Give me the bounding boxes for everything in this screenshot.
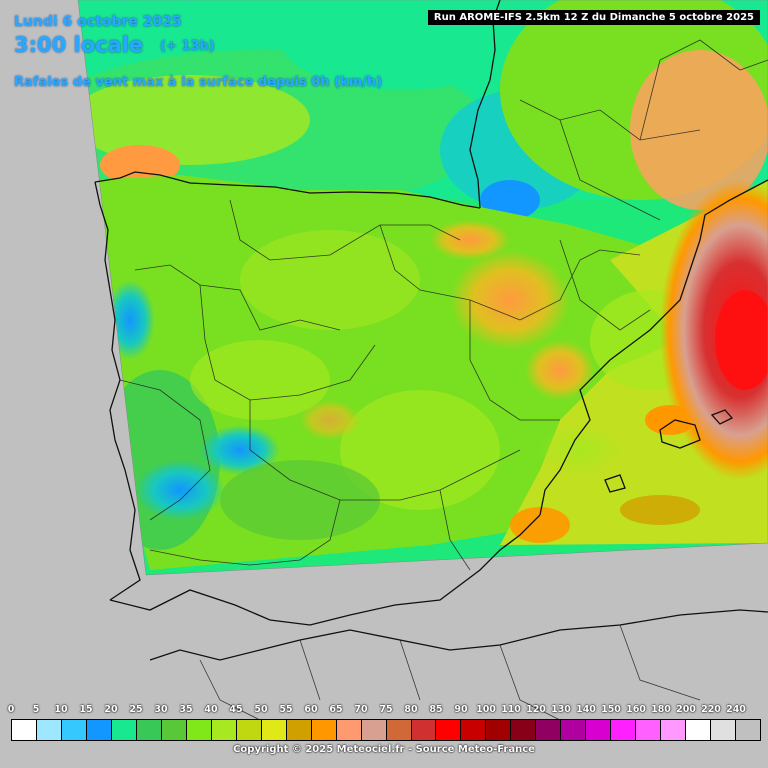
legend-tick-label: 35 [179, 704, 193, 715]
legend-bar [11, 719, 761, 741]
legend-swatch [661, 720, 687, 740]
legend-swatch [12, 720, 37, 740]
legend-tick-label: 160 [626, 704, 646, 715]
legend-swatch [511, 720, 537, 740]
legend-tick-label: 30 [154, 704, 168, 715]
legend-tick-label: 5 [32, 704, 40, 715]
legend-tick-label: 120 [526, 704, 546, 715]
map-subtitle: Rafales de vent max à la surface depuis … [14, 75, 383, 90]
copyright-text: Copyright © 2025 Meteociel.fr - Source M… [233, 744, 535, 755]
legend-tick-label: 15 [79, 704, 93, 715]
legend-swatch [686, 720, 712, 740]
legend-tick-label: 150 [601, 704, 621, 715]
forecast-date: Lundi 6 octobre 2025 [14, 14, 182, 30]
legend-tick-label: 110 [501, 704, 521, 715]
legend-swatch [586, 720, 612, 740]
legend-swatch [236, 720, 262, 740]
legend-tick-label: 20 [104, 704, 118, 715]
legend-tick-label: 75 [379, 704, 393, 715]
legend-tick-label: 140 [576, 704, 596, 715]
legend-tick-label: 85 [429, 704, 443, 715]
legend-tick-label: 200 [676, 704, 696, 715]
legend-swatch [611, 720, 637, 740]
legend-swatch [536, 720, 562, 740]
legend-tick-label: 90 [454, 704, 468, 715]
legend-swatch [261, 720, 287, 740]
legend-tick-label: 10 [54, 704, 68, 715]
legend-tick-label: 240 [726, 704, 746, 715]
region-borders [119, 39, 768, 721]
legend-tick-label: 50 [254, 704, 268, 715]
coastlines [94, 0, 768, 661]
legend-swatch [311, 720, 337, 740]
legend-tick-label: 220 [701, 704, 721, 715]
legend-swatch [736, 720, 761, 740]
legend-tick-label: 0 [7, 704, 15, 715]
legend-labels: 0 5 10 15 20 25 30 35 40 45 50 55 60 65 70 75 80 85 90 100 1… [0, 704, 768, 718]
legend-tick-label: 130 [551, 704, 571, 715]
legend-swatch [286, 720, 312, 740]
legend-swatch [61, 720, 87, 740]
run-label: Run AROME-IFS 2.5km 12 Z du Dimanche 5 o… [427, 10, 760, 25]
legend-swatch [636, 720, 662, 740]
legend-tick-label: 45 [229, 704, 243, 715]
legend-swatch [436, 720, 462, 740]
legend-swatch [711, 720, 737, 740]
legend-swatch [111, 720, 137, 740]
forecast-lead-time: (+ 13h) [160, 39, 215, 54]
legend-swatch [336, 720, 362, 740]
legend-swatch [361, 720, 387, 740]
legend-tick-label: 55 [279, 704, 293, 715]
legend-swatch [86, 720, 112, 740]
legend-tick-label: 65 [329, 704, 343, 715]
legend-swatch [486, 720, 512, 740]
legend-swatch [561, 720, 587, 740]
legend-tick-label: 80 [404, 704, 418, 715]
legend-swatch [211, 720, 237, 740]
forecast-time: 3:00 locale [14, 33, 144, 57]
legend-swatch [136, 720, 162, 740]
legend-tick-label: 25 [129, 704, 143, 715]
legend-tick-label: 100 [476, 704, 496, 715]
legend-swatch [411, 720, 437, 740]
legend-tick-label: 60 [304, 704, 318, 715]
legend-swatch [386, 720, 412, 740]
legend-swatch [461, 720, 487, 740]
legend-tick-label: 180 [651, 704, 671, 715]
legend-swatch [186, 720, 212, 740]
legend-swatch [161, 720, 187, 740]
legend-tick-label: 40 [204, 704, 218, 715]
forecast-field [78, 0, 768, 575]
legend-tick-label: 70 [354, 704, 368, 715]
legend-swatch [36, 720, 62, 740]
